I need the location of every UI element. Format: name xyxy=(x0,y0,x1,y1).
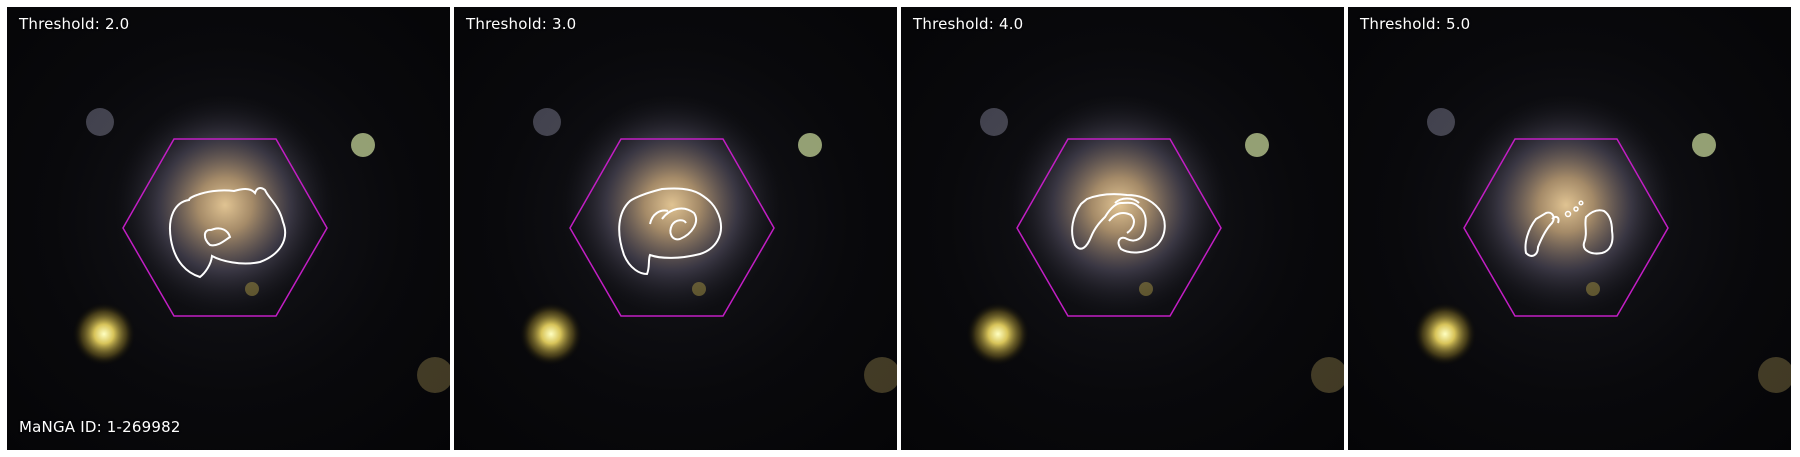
threshold-label: Threshold: 2.0 xyxy=(19,15,130,33)
ifu-hexagon-outline xyxy=(122,138,328,317)
manga-id-label: MaNGA ID: 1-269982 xyxy=(19,418,181,436)
contour-outline xyxy=(169,187,287,279)
ifu-hexagon-outline xyxy=(1016,138,1222,317)
contour-outline xyxy=(618,187,722,276)
galaxy-image xyxy=(966,95,1344,393)
contour-outline xyxy=(1524,211,1555,257)
galaxy-image xyxy=(519,95,897,393)
ifu-hexagon-outline xyxy=(1463,138,1669,317)
galaxy-panel-4: Threshold: 5.0 xyxy=(1348,7,1791,450)
contour-outline xyxy=(1071,193,1166,254)
ifu-hexagon-outline xyxy=(569,138,775,317)
galaxy-image xyxy=(1413,95,1791,393)
threshold-label: Threshold: 4.0 xyxy=(913,15,1024,33)
galaxy-panel-1: Threshold: 2.0 MaNGA ID: 1-269982 xyxy=(7,7,450,450)
threshold-label: Threshold: 5.0 xyxy=(1360,15,1471,33)
galaxy-image xyxy=(72,95,450,393)
galaxy-panel-3: Threshold: 4.0 xyxy=(901,7,1344,450)
threshold-label: Threshold: 3.0 xyxy=(466,15,577,33)
galaxy-panel-2: Threshold: 3.0 xyxy=(454,7,897,450)
